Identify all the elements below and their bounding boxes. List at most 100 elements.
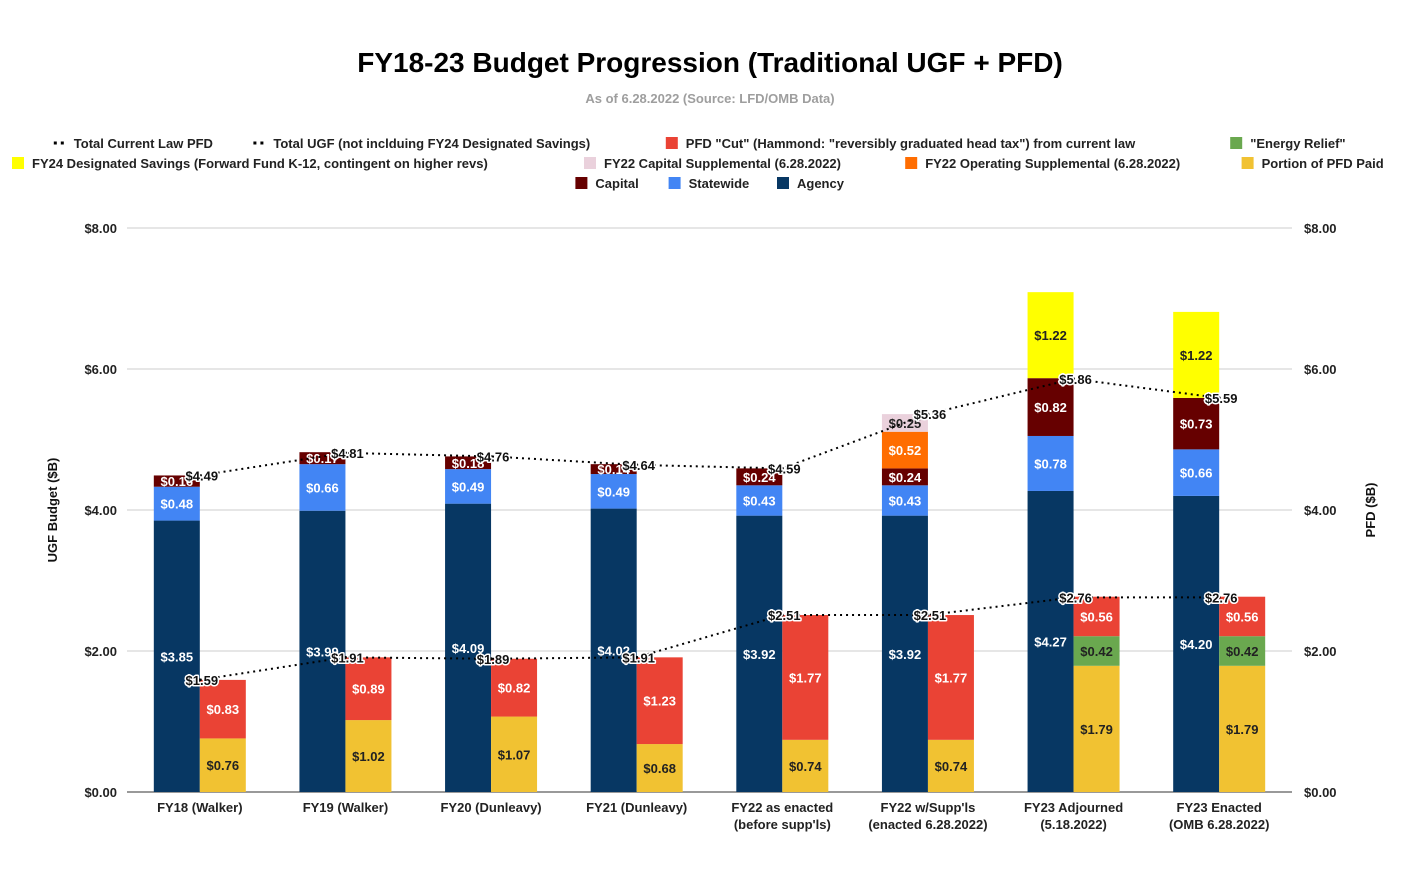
legend-label: FY22 Capital Supplemental (6.28.2022) [604, 156, 841, 171]
line-point [635, 463, 639, 467]
line-point [780, 466, 784, 470]
ugf-bar-segment [1173, 397, 1220, 450]
line-point [343, 655, 347, 659]
pfd-bar-label: $1.77 [789, 670, 822, 685]
y-tick-right: $8.00 [1304, 221, 1337, 236]
ugf-bar-label: $3.92 [889, 647, 922, 662]
pfd-bar-label: $0.76 [207, 758, 240, 773]
ugf-bar-label: $0.52 [889, 443, 922, 458]
legend-label: FY24 Designated Savings (Forward Fund K-… [32, 156, 488, 171]
pfd-bar-label: $0.74 [789, 759, 822, 774]
line-label-halo: $1.89 [477, 652, 510, 667]
ugf-bar-segment [445, 469, 492, 504]
pfd-bar-label: $1.77 [935, 670, 968, 685]
line-point [489, 657, 493, 661]
pfd-bar-label: $0.56 [1080, 609, 1113, 624]
legend-label: Total UGF (not inclduing FY24 Designated… [273, 136, 590, 151]
y-tick-right: $4.00 [1304, 503, 1337, 518]
y-tick-right: $6.00 [1304, 362, 1337, 377]
bars: $3.85$0.48$0.16$3.99$0.66$0.17$4.09$0.49… [153, 292, 1266, 792]
ugf-bar-segment [1027, 490, 1074, 792]
pfd-bar-segment [782, 739, 829, 792]
legend-item: FY24 Designated Savings (Forward Fund K-… [12, 156, 488, 171]
legend-item: PFD "Cut" (Hammond: "reversibly graduate… [665, 136, 1136, 151]
line-label: $4.59 [768, 461, 801, 476]
x-tick-label: FY23 Adjourned (5.18.2022) [1024, 800, 1123, 832]
line-point [926, 412, 930, 416]
line-label: $1.91 [622, 650, 655, 665]
ugf-bar-segment [153, 475, 200, 487]
legend-label: Total Current Law PFD [74, 136, 213, 151]
line-label-halo: $1.91 [331, 650, 364, 665]
line-label-halo: $5.36 [914, 407, 947, 422]
x-tick-label: FY22 as enacted (before supp'ls) [731, 800, 833, 832]
line-label: $1.91 [331, 650, 364, 665]
ugf-bar-label: $4.27 [1034, 634, 1067, 649]
ugf-bar-label: $3.99 [306, 644, 339, 659]
y-tick-left: $8.00 [84, 221, 117, 236]
pfd-bar-label: $1.07 [498, 747, 531, 762]
line-point [926, 613, 930, 617]
pfd-bar-label: $0.42 [1080, 644, 1113, 659]
line-label-halo: $4.81 [331, 446, 364, 461]
ugf-bar-segment [1027, 378, 1074, 436]
ugf-bar-segment [1027, 435, 1074, 491]
y-tick-left: $4.00 [84, 503, 117, 518]
line-point [780, 613, 784, 617]
line-label: $4.64 [622, 458, 655, 473]
line-label-halo: $4.49 [186, 468, 219, 483]
ugf-bar-segment [299, 510, 346, 792]
legend-item: Portion of PFD Paid [1241, 156, 1384, 171]
pfd-bar-label: $0.83 [207, 702, 240, 717]
ugf-bar-label: $1.22 [1180, 348, 1213, 363]
legend-label: Portion of PFD Paid [1262, 156, 1384, 171]
legend-swatch [668, 177, 681, 189]
ugf-bar-segment [1173, 495, 1220, 792]
line-label-halo: $1.91 [622, 650, 655, 665]
pfd-bar-segment [199, 738, 246, 792]
line-point [1217, 396, 1221, 400]
legend-item: FY22 Capital Supplemental (6.28.2022) [584, 156, 841, 171]
line-series-1 [199, 596, 1220, 681]
ugf-bar-label: $0.49 [452, 479, 485, 494]
y-tick-left: $6.00 [84, 362, 117, 377]
pfd-bar-label: $1.23 [643, 694, 676, 709]
y-axis-right-title: PFD ($B) [1363, 483, 1378, 538]
line-label: $4.81 [331, 446, 364, 461]
legend-label: PFD "Cut" (Hammond: "reversibly graduate… [686, 136, 1136, 151]
line-point [198, 473, 202, 477]
ugf-bar-label: $0.16 [161, 474, 194, 489]
line-label: $5.59 [1205, 391, 1238, 406]
ugf-bar-label: $0.73 [1180, 417, 1213, 432]
ugf-bar-label: $0.43 [743, 493, 776, 508]
ugf-bar-segment [881, 515, 928, 792]
x-tick-label: FY19 (Walker) [303, 800, 389, 815]
legend-item: Capital [575, 176, 639, 191]
line-series-0 [199, 377, 1220, 477]
pfd-bar-label: $1.79 [1226, 722, 1259, 737]
legend: Total Current Law PFD Total UGF (not incl… [12, 136, 1384, 191]
y-tick-right: $2.00 [1304, 644, 1337, 659]
line-label: $5.36 [914, 407, 947, 422]
pfd-bar-segment [1073, 596, 1120, 637]
legend-label: Capital [595, 176, 638, 191]
line-label-halo: $1.59 [186, 673, 219, 688]
ugf-bar-label: $0.24 [889, 470, 922, 485]
legend-swatch [905, 157, 918, 169]
ugf-bar-segment [1173, 449, 1220, 496]
ugf-bar-segment [590, 464, 637, 475]
ugf-bar-label: $0.78 [1034, 456, 1067, 471]
pfd-bar-segment [636, 657, 683, 745]
line-label: $1.59 [186, 673, 219, 688]
pfd-bar-segment [1219, 636, 1266, 666]
lines: $4.49$4.49$4.81$4.81 $4.76$4.76$4.64$4.64… [184, 370, 1239, 689]
legend-swatch [575, 177, 588, 189]
ugf-bar-segment [881, 485, 928, 516]
line-point [198, 678, 202, 682]
ugf-bar-label: $0.18 [452, 456, 485, 471]
x-tick-label: FY20 (Dunleavy) [440, 800, 541, 815]
ugf-bar-label: $0.48 [161, 497, 194, 512]
ugf-bar-segment [153, 520, 200, 792]
legend-item: Statewide [668, 176, 749, 191]
